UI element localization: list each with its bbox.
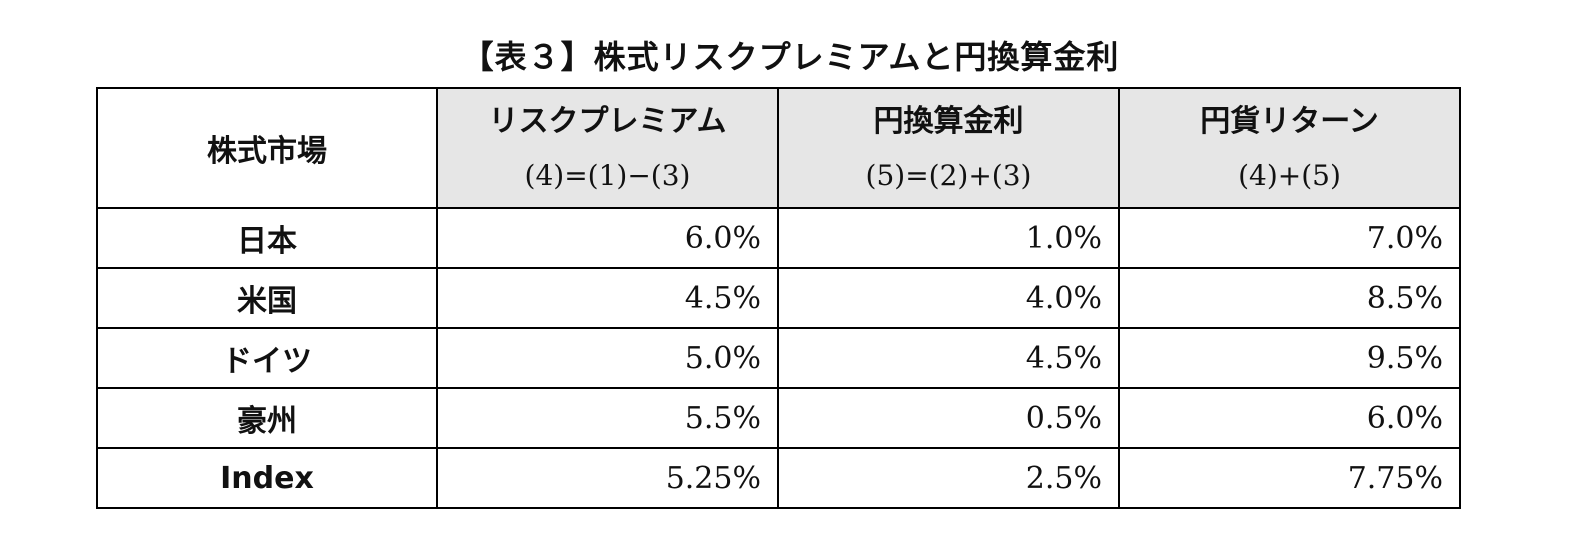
market-cell: 日本 <box>96 207 438 269</box>
table-row: 日本 6.0% 1.0% 7.0% <box>96 207 1461 269</box>
table-row: ドイツ 5.0% 4.5% 9.5% <box>96 327 1461 389</box>
risk-premium-table: 株式市場 リスクプレミアム (4)=(1)−(3) 円換算金利 (5)=(2)+… <box>96 87 1461 509</box>
yen-rate-cell: 4.5% <box>777 327 1120 389</box>
yen-return-cell: 9.5% <box>1118 327 1461 389</box>
table-row: 豪州 5.5% 0.5% 6.0% <box>96 387 1461 449</box>
yen-return-cell: 8.5% <box>1118 267 1461 329</box>
header-risk-premium: リスクプレミアム (4)=(1)−(3) <box>436 87 779 209</box>
market-cell: 米国 <box>96 267 438 329</box>
risk-premium-cell: 6.0% <box>436 207 779 269</box>
header-yen-return: 円貨リターン (4)+(5) <box>1118 87 1461 209</box>
table-title: 【表３】株式リスクプレミアムと円換算金利 <box>461 38 1120 76</box>
header-market: 株式市場 <box>96 87 438 209</box>
market-cell: Index <box>96 447 438 509</box>
header-risk-premium-formula: (4)=(1)−(3) <box>524 159 691 192</box>
risk-premium-cell: 5.5% <box>436 387 779 449</box>
risk-premium-cell: 5.0% <box>436 327 779 389</box>
header-row: 株式市場 リスクプレミアム (4)=(1)−(3) 円換算金利 (5)=(2)+… <box>96 87 1461 209</box>
header-yen-rate: 円換算金利 (5)=(2)+(3) <box>777 87 1120 209</box>
market-cell: ドイツ <box>96 327 438 389</box>
table-row: 米国 4.5% 4.0% 8.5% <box>96 267 1461 329</box>
yen-return-cell: 7.75% <box>1118 447 1461 509</box>
yen-rate-cell: 0.5% <box>777 387 1120 449</box>
header-yen-return-formula: (4)+(5) <box>1238 159 1341 192</box>
header-risk-premium-label: リスクプレミアム <box>488 104 727 139</box>
risk-premium-cell: 4.5% <box>436 267 779 329</box>
yen-rate-cell: 4.0% <box>777 267 1120 329</box>
header-yen-rate-formula: (5)=(2)+(3) <box>865 159 1032 192</box>
yen-rate-cell: 2.5% <box>777 447 1120 509</box>
yen-return-cell: 7.0% <box>1118 207 1461 269</box>
header-yen-return-label: 円貨リターン <box>1200 104 1379 139</box>
header-yen-rate-label: 円換算金利 <box>873 104 1024 139</box>
header-market-label: 株式市場 <box>207 134 327 169</box>
yen-rate-cell: 1.0% <box>777 207 1120 269</box>
market-cell: 豪州 <box>96 387 438 449</box>
yen-return-cell: 6.0% <box>1118 387 1461 449</box>
table-row: Index 5.25% 2.5% 7.75% <box>96 447 1461 509</box>
risk-premium-cell: 5.25% <box>436 447 779 509</box>
